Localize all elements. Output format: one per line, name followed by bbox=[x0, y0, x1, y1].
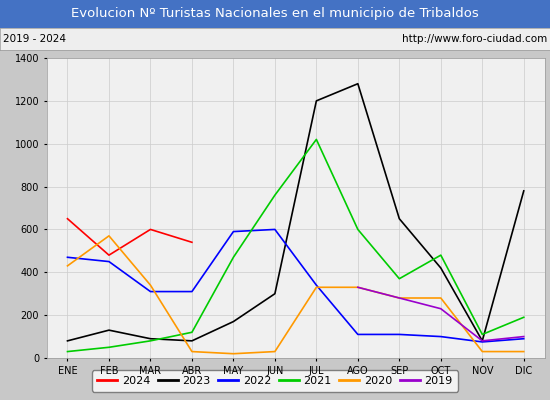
Text: 2019 - 2024: 2019 - 2024 bbox=[3, 34, 66, 44]
Text: Evolucion Nº Turistas Nacionales en el municipio de Tribaldos: Evolucion Nº Turistas Nacionales en el m… bbox=[71, 8, 479, 20]
Legend: 2024, 2023, 2022, 2021, 2020, 2019: 2024, 2023, 2022, 2021, 2020, 2019 bbox=[92, 370, 458, 392]
Text: http://www.foro-ciudad.com: http://www.foro-ciudad.com bbox=[402, 34, 547, 44]
